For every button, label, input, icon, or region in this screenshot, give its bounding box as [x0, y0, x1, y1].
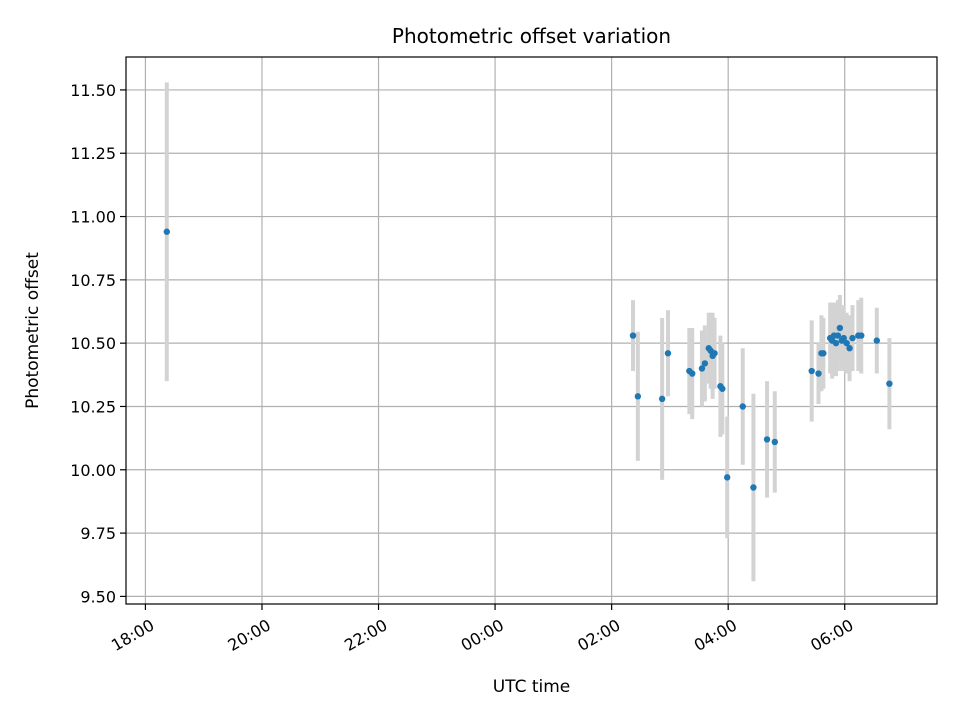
data-point [834, 332, 842, 339]
y-tick-label: 10.50 [70, 334, 116, 353]
data-point [840, 334, 847, 342]
data-point [820, 350, 827, 357]
data-point [689, 370, 696, 377]
data-point [832, 339, 840, 347]
y-tick-label: 11.50 [70, 81, 116, 100]
data-point [664, 350, 672, 357]
data-point [763, 436, 771, 443]
data-point [808, 367, 815, 375]
data-point [836, 324, 844, 332]
y-axis-ticks: 9.50 9.75 10.00 10.25 10.50 10.75 11.00 11.25 11… [70, 81, 126, 606]
data-point [163, 228, 170, 235]
y-tick-label: 9.75 [80, 524, 116, 543]
x-axis-label: UTC time [493, 677, 571, 697]
data-point [719, 385, 726, 392]
data-point [629, 332, 637, 339]
data-point [849, 334, 856, 342]
y-tick-label: 11.25 [70, 144, 116, 163]
data-point [771, 438, 778, 446]
y-tick-label: 10.25 [70, 397, 116, 416]
data-point [711, 350, 718, 357]
data-point [739, 403, 746, 410]
data-points [163, 228, 893, 491]
data-point [658, 395, 666, 403]
data-point [634, 393, 642, 400]
chart-title: Photometric offset variation [392, 24, 671, 48]
data-point [873, 337, 880, 344]
grid-lines [126, 57, 937, 604]
data-point [858, 332, 865, 339]
y-tick-label: 10.00 [70, 461, 116, 480]
data-point [846, 345, 853, 352]
data-point [750, 484, 757, 491]
data-point [843, 339, 850, 347]
y-axis-label: Photometric offset [23, 252, 43, 409]
y-tick-label: 10.75 [70, 271, 116, 290]
y-tick-label: 11.00 [70, 208, 116, 227]
data-point [701, 360, 709, 367]
plot-area-frame [125, 56, 938, 605]
data-point [698, 365, 706, 372]
data-point [886, 380, 893, 387]
y-tick-label: 9.50 [80, 587, 116, 606]
data-point [815, 370, 822, 377]
data-point [724, 474, 731, 481]
